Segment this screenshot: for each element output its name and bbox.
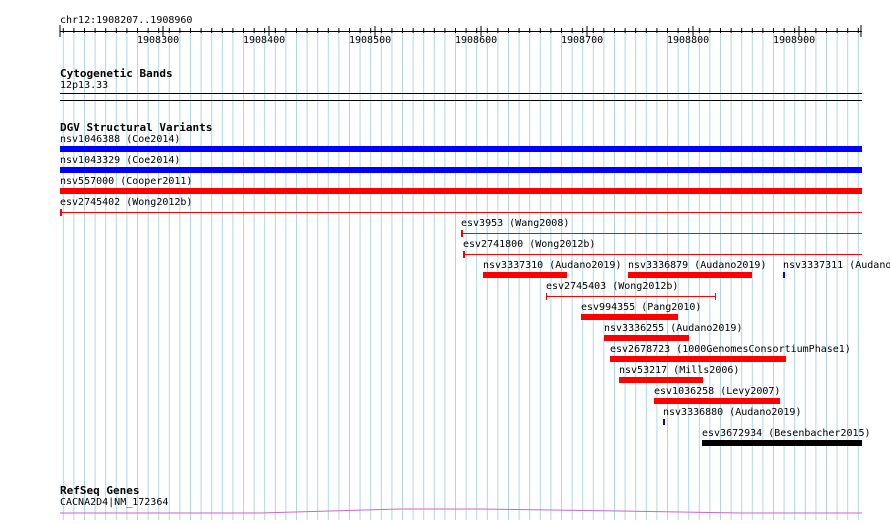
sv-label: esv3672934 (Besenbacher2015) [702,428,871,439]
track-title-cytoband: Cytogenetic Bands [60,67,173,80]
gene-label: CACNA2D4|NM_172364 [60,497,169,508]
cytoband-label: 12p13.33 [60,80,109,91]
ruler-tick-label: 1908400 [243,35,286,46]
sv-feature-bar[interactable] [60,188,862,194]
sv-feature-end-cap [60,209,62,216]
cytoband-bar-top[interactable] [60,93,862,94]
sv-label: nsv3336879 (Audano2019) [628,260,767,271]
sv-label: nsv3337311 (Audano2019) [783,260,890,271]
ruler-tick-label: 1908600 [455,35,498,46]
sv-label: nsv53217 (Mills2006) [619,365,740,376]
sv-label: esv2678723 (1000GenomesConsortiumPhase1) [610,344,851,355]
sv-feature-bar[interactable] [610,356,786,362]
sv-feature-line[interactable] [463,254,862,255]
sv-feature-end-cap [715,293,716,300]
sv-feature-tick[interactable] [783,272,785,278]
track-title-dgv: DGV Structural Variants [60,121,213,134]
sv-feature-bar[interactable] [60,167,862,173]
ruler-axis [60,31,862,32]
track-title-refseq: RefSeq Genes [60,484,140,497]
cytoband-bar-bottom[interactable] [60,100,862,101]
sv-feature-bar[interactable] [581,314,678,320]
sv-label: esv2745403 (Wong2012b) [546,281,679,292]
sv-feature-bar[interactable] [604,335,689,341]
sv-label: esv994355 (Pang2010) [581,302,702,313]
sv-label: esv3953 (Wang2008) [461,218,570,229]
sv-label: nsv1043329 (Coe2014) [60,155,181,166]
sv-label: nsv1046388 (Coe2014) [60,134,181,145]
sv-feature-end-cap [546,293,547,300]
sv-feature-bar[interactable] [619,377,703,383]
sv-feature-end-cap [463,251,465,258]
ruler-tick-label: 1908900 [773,35,816,46]
sv-feature-bracket[interactable] [546,296,716,297]
ruler-tick-label: 1908300 [137,35,180,46]
gene-model[interactable] [60,506,862,516]
sv-feature-end-cap [461,230,463,237]
sv-label: nsv3337310 (Audano2019) [483,260,622,271]
sv-feature-bar[interactable] [483,272,567,278]
sv-feature-line[interactable] [60,212,862,213]
ruler-tick-label: 1908500 [349,35,392,46]
sv-label: esv1036258 (Levy2007) [654,386,781,397]
sv-feature-tick[interactable] [663,419,665,425]
sv-feature-bar[interactable] [702,440,862,446]
region-label: chr12:1908207..1908960 [60,15,193,26]
sv-feature-bar[interactable] [60,146,862,152]
sv-label: esv2741800 (Wong2012b) [463,239,596,250]
sv-feature-bar[interactable] [654,398,780,404]
sv-feature-bar[interactable] [628,272,752,278]
sv-label: nsv3336255 (Audano2019) [604,323,743,334]
ruler-tick-label: 1908700 [561,35,604,46]
sv-label: nsv557000 (Cooper2011) [60,176,193,187]
ruler-tick-label: 1908800 [667,35,710,46]
sv-label: nsv3336880 (Audano2019) [663,407,802,418]
sv-label: esv2745402 (Wong2012b) [60,197,193,208]
sv-feature-line[interactable] [461,233,862,234]
